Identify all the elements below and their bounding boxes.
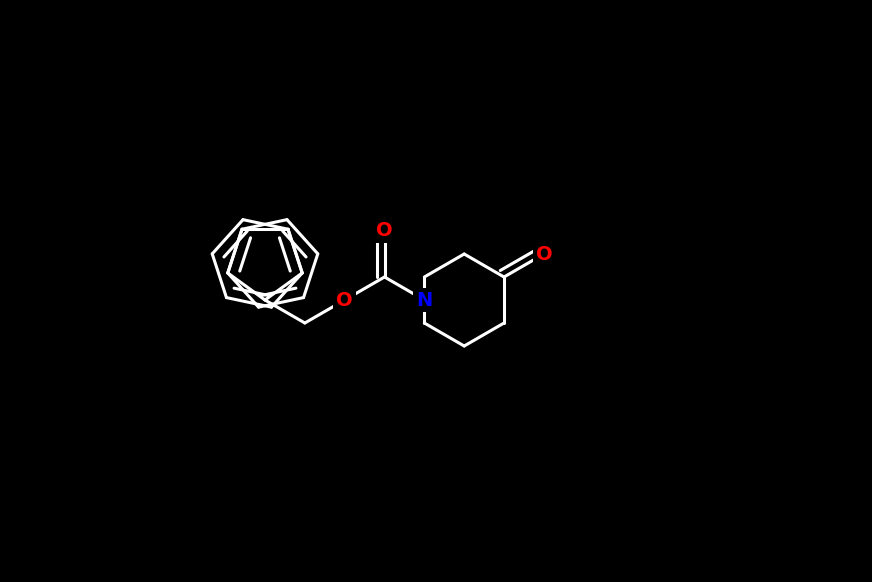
Text: N: N xyxy=(416,290,433,310)
Text: O: O xyxy=(535,244,552,264)
Text: O: O xyxy=(337,290,353,310)
Text: O: O xyxy=(376,222,392,240)
